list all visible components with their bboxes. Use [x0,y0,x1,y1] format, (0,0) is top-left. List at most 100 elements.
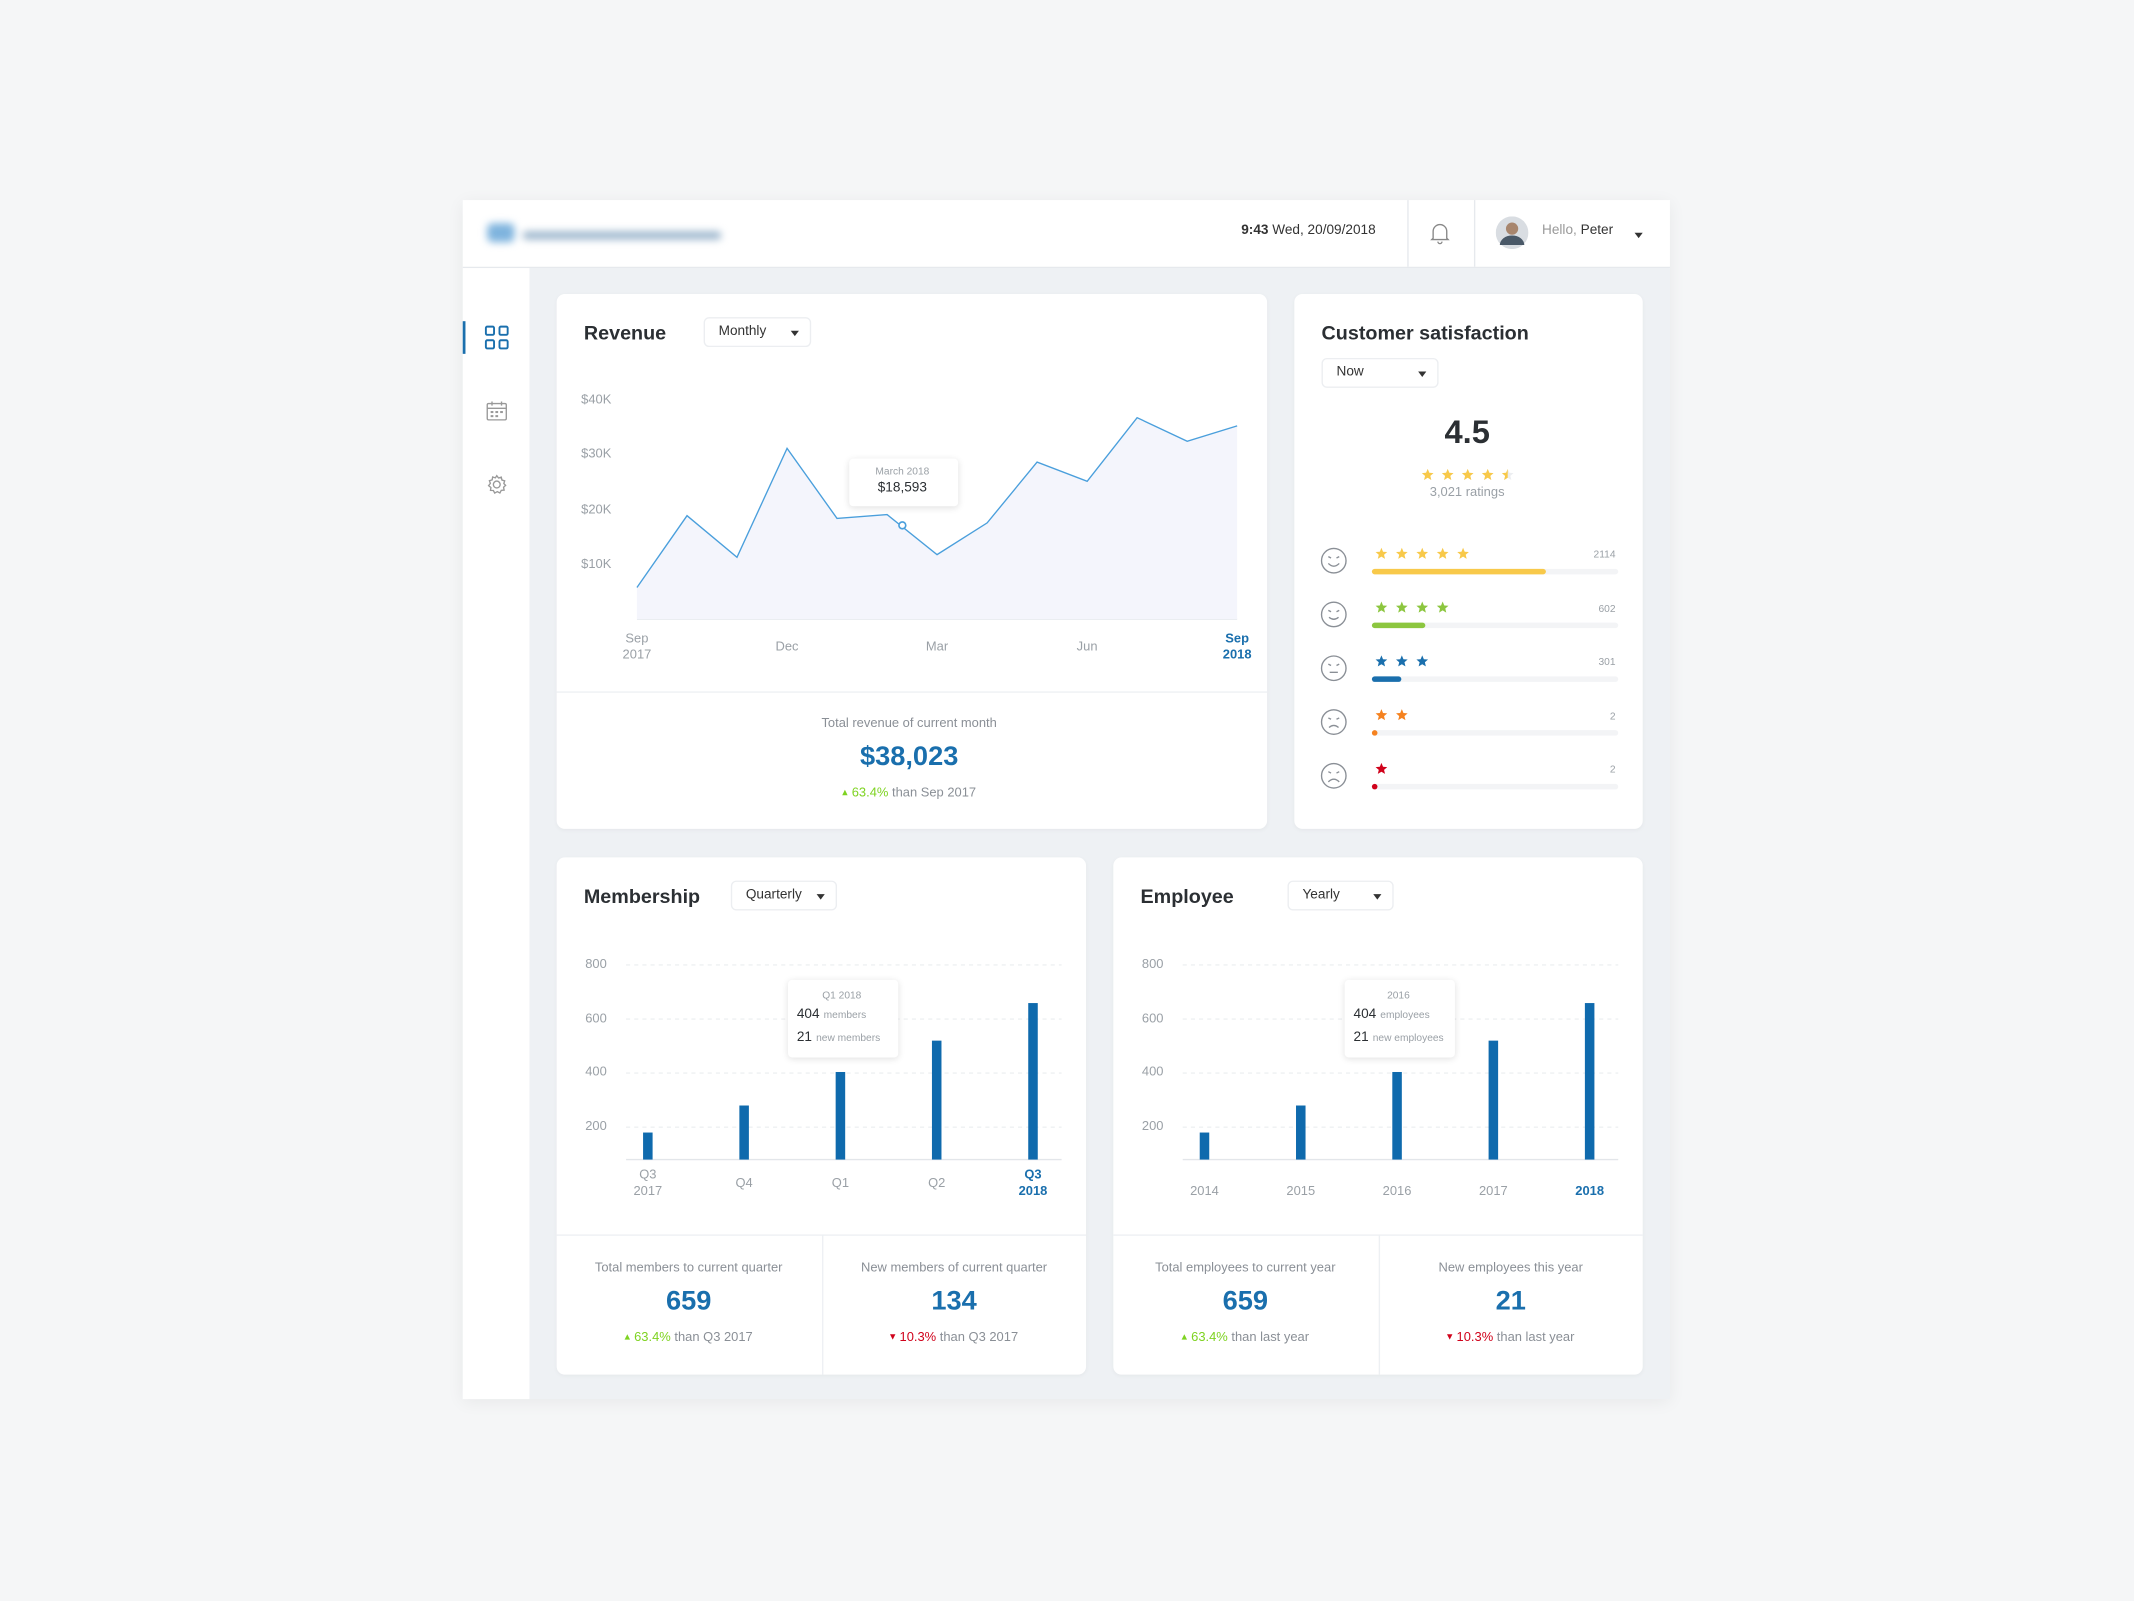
card-title: Customer satisfaction [1321,322,1529,345]
rating-value: 4.5 [1444,414,1490,452]
summary-change: 63.4% than Sep 2017 [842,786,976,802]
dropdown-caret [1418,371,1427,377]
change-compare: than last year [1231,1330,1310,1346]
x-tick-label: Mar [925,639,949,655]
divider [556,1234,1087,1236]
rating-count: 301 [1598,655,1616,668]
summary-value: 659 [1222,1286,1269,1317]
y-tick-label: 200 [1141,1119,1164,1135]
settings-icon[interactable] [486,474,508,496]
y-tick-label: 800 [1141,957,1164,973]
dropdown-caret [790,330,799,337]
x-tick-label: Q4 [735,1175,753,1191]
tooltip-text: new members [816,1031,881,1044]
y-tick-label: 800 [585,957,607,973]
y-tick-label: $20K [581,501,612,517]
bell-icon[interactable] [1429,222,1451,245]
employee-card [1113,857,1643,1375]
clock: 9:43 Wed, 20/09/2018 [1241,223,1375,239]
logo[interactable] [485,220,727,250]
tooltip [849,458,959,507]
summary-change: 63.4% than last year [1181,1330,1310,1346]
tooltip-number: 21 [796,1030,813,1046]
date: Wed, 20/09/2018 [1272,223,1376,239]
summary-value: 659 [665,1286,712,1317]
user-caret[interactable] [1634,232,1643,239]
x-tick-label: Q2 [928,1175,946,1191]
tooltip-text: members [823,1008,867,1021]
y-tick-label: 200 [585,1119,607,1135]
logo-mark [487,223,515,243]
user-name: Peter [1580,223,1614,239]
logo-text [522,231,722,240]
summary-value: $38,023 [859,741,959,772]
divider [822,1234,824,1375]
tooltip-number: 404 [1353,1007,1377,1023]
summary-label: Total revenue of current month [821,716,997,732]
tooltip-text: new employees [1372,1031,1444,1044]
summary-change: 63.4% than Q3 2017 [624,1330,753,1346]
card-title: Membership [583,886,701,909]
x-tick-label: 2017 [1478,1184,1508,1200]
separator [1407,200,1409,267]
down-arrow [1446,1334,1453,1341]
x-tick-label: 2016 [1382,1184,1412,1200]
summary-value: 134 [931,1286,977,1317]
summary-value: 21 [1495,1286,1526,1317]
change-percent: 63.4% [634,1330,671,1346]
tooltip-line: 21 new members [797,1030,880,1046]
tooltip [1343,979,1455,1058]
period-dropdown[interactable]: Monthly [703,317,812,348]
period-dropdown[interactable]: Yearly [1287,880,1394,911]
y-tick-label: $40K [581,392,612,408]
dashboard-icon[interactable] [484,325,509,350]
summary-label: Total employees to current year [1155,1260,1336,1276]
up-arrow [1181,1334,1188,1341]
change-compare: than last year [1496,1330,1575,1346]
x-tick-label: Dec [775,639,799,655]
x-tick-label: Sep 2017 [622,631,652,663]
y-tick-label: 600 [1141,1011,1164,1027]
sidebar [462,268,530,1400]
ratings-count: 3,021 ratings [1429,484,1505,500]
x-tick-label: Q3 2017 [633,1167,663,1200]
avatar[interactable] [1495,216,1529,250]
rating-count: 2 [1609,762,1616,776]
time: 9:43 [1241,223,1269,239]
user-menu[interactable]: Hello, Peter [1542,223,1613,239]
tooltip-text: employees [1380,1008,1430,1021]
dropdown-value: Now [1336,364,1364,380]
y-tick-label: $10K [581,556,612,572]
y-tick-label: $30K [581,447,612,463]
period-dropdown[interactable]: Quarterly [730,880,838,911]
change-percent: 63.4% [851,785,889,801]
x-tick-label: Q3 2018 [1018,1167,1048,1200]
change-percent: 10.3% [899,1330,937,1346]
dropdown-value: Yearly [1302,887,1340,903]
up-arrow [624,1334,631,1341]
x-tick-label: 2015 [1286,1184,1316,1200]
x-tick-label: Sep 2018 [1222,631,1252,663]
active-indicator [462,321,466,354]
dropdown-caret [1373,894,1382,900]
rating-count: 602 [1598,601,1616,614]
tooltip-line: 404 members [797,1007,866,1023]
rating-count: 2 [1609,709,1616,722]
x-tick-label: Q1 [831,1175,850,1191]
change-compare: than Q3 2017 [674,1330,753,1346]
tooltip-value: $18,593 [877,480,927,496]
x-tick-label: Jun [1076,639,1098,655]
rating-count: 2114 [1593,547,1616,561]
tooltip-line: 404 employees [1354,1007,1430,1023]
greeting: Hello, [1542,223,1577,239]
calendar-icon[interactable] [486,400,508,422]
card-title: Employee [1140,886,1234,909]
x-tick-label: 2018 [1575,1184,1605,1200]
change-compare: than Sep 2017 [891,785,977,801]
tooltip-title: March 2018 [875,464,930,478]
period-dropdown[interactable]: Now [1321,357,1439,388]
membership-card [556,857,1087,1375]
summary-label: New employees this year [1438,1260,1583,1276]
